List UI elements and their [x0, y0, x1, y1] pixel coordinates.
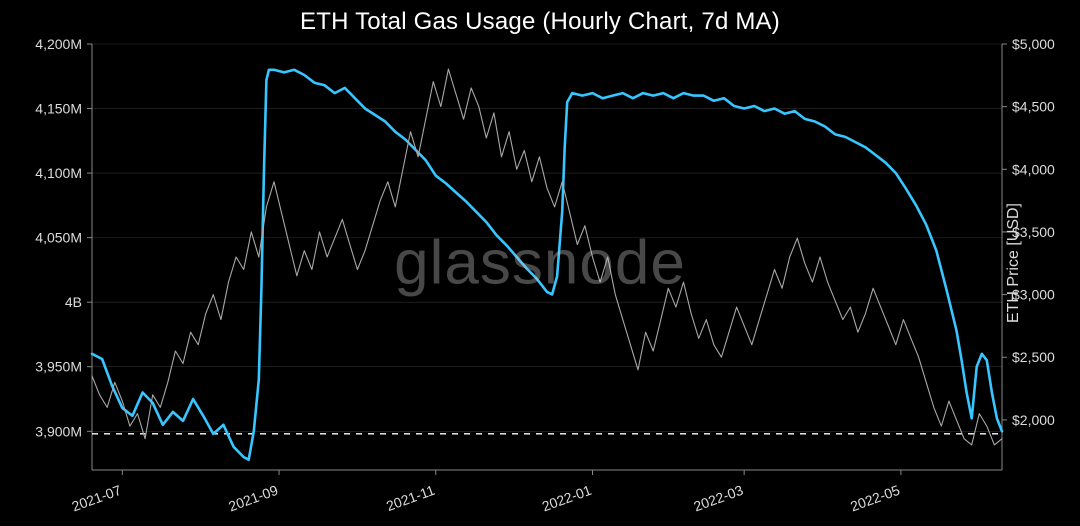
y-left-tick-label: 4,050M — [35, 230, 82, 246]
y-right-tick-label: $4,500 — [1012, 99, 1055, 115]
y-right-tick-label: $2,500 — [1012, 349, 1055, 365]
y-left-tick-label: 4,150M — [35, 101, 82, 117]
y-left-tick-label: 3,900M — [35, 423, 82, 439]
y-right-tick-label: $2,000 — [1012, 412, 1055, 428]
y-left-tick-label: 4,200M — [35, 36, 82, 52]
y-axis-right-label: ETH Price [USD] — [1005, 203, 1023, 323]
y-right-tick-label: $4,000 — [1012, 161, 1055, 177]
y-right-tick-label: $5,000 — [1012, 36, 1055, 52]
chart-title: ETH Total Gas Usage (Hourly Chart, 7d MA… — [0, 8, 1080, 36]
y-left-tick-label: 3,950M — [35, 359, 82, 375]
chart-container: ETH Total Gas Usage (Hourly Chart, 7d MA… — [0, 0, 1080, 526]
y-left-tick-label: 4B — [65, 294, 82, 310]
y-left-tick-label: 4,100M — [35, 165, 82, 181]
chart-plot: 3,900M 3,950M 4B 4,050M 4,100M 4,150M 4,200M $2… — [0, 0, 1080, 526]
